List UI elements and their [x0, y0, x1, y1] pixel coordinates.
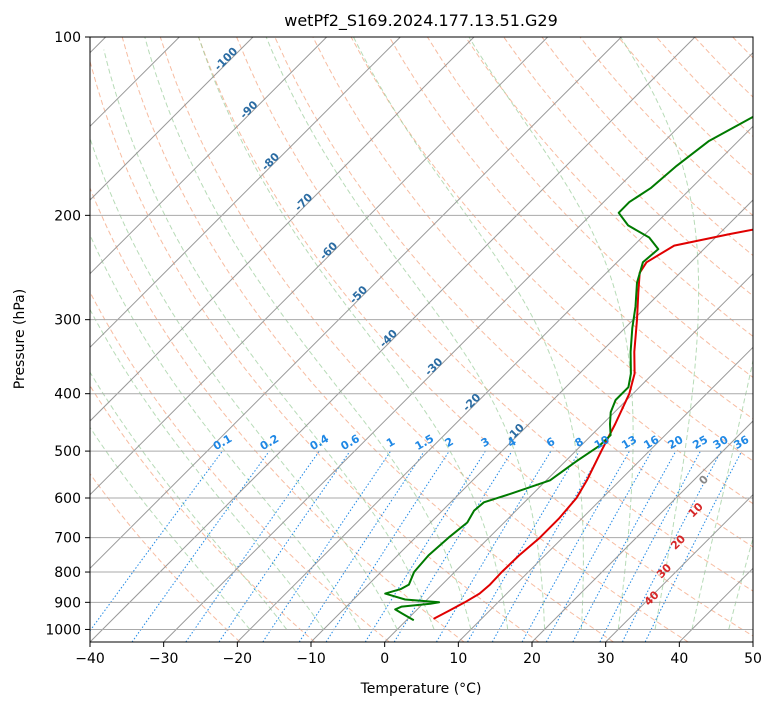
moist-adiabat-line [728, 536, 753, 630]
isotherm-line [236, 125, 753, 642]
dry-adiabat-line [236, 37, 753, 592]
y-tick-label: 800 [54, 565, 81, 581]
x-tick-label: 20 [523, 651, 541, 667]
mixing-ratio-line [572, 450, 677, 642]
moist-adiabat-line [90, 426, 251, 630]
dry-adiabat-line [90, 291, 390, 642]
x-tick-label: −40 [75, 651, 105, 667]
dry-adiabat-line [159, 37, 689, 642]
x-tick-label: −30 [149, 651, 179, 667]
mixing-ratio-line [90, 450, 223, 632]
x-axis-label: Temperature (°C) [360, 681, 482, 697]
x-tick-label: −10 [296, 651, 326, 667]
moist-adiabat-line [353, 37, 584, 630]
x-tick-label: 10 [449, 651, 467, 667]
dry-adiabat-line [503, 37, 753, 297]
sounding-profiles [384, 115, 753, 622]
isotherm-line [605, 493, 753, 642]
isotherm-line [457, 346, 753, 642]
x-tick-label: 30 [597, 651, 615, 667]
mixing-ratio-line [218, 450, 351, 642]
dry-adiabat-line [350, 37, 753, 462]
chart-title: wetPf2_S169.2024.177.13.51.G29 [284, 11, 558, 31]
y-tick-label: 600 [54, 491, 81, 507]
y-tick-label: 500 [54, 444, 81, 460]
moist-adiabat-line [691, 358, 753, 630]
dry-adiabat-line [90, 59, 540, 642]
y-axis-label: Pressure (hPa) [12, 289, 28, 389]
moist-adiabat-line [620, 37, 700, 630]
mixing-ratio-line [185, 450, 320, 642]
dry-adiabat-line [121, 37, 614, 642]
isotherm-line [384, 272, 753, 642]
mixing-ratio-line [545, 450, 653, 642]
isotherm-line [90, 37, 254, 201]
plot-frame [89, 36, 754, 643]
mixing-ratio-line [621, 450, 722, 642]
isotherm-line [90, 37, 549, 496]
y-tick-label: 200 [54, 208, 81, 224]
x-tick-label: −20 [223, 651, 253, 667]
y-tick-label: 1000 [45, 622, 81, 638]
mixing-ratio-line [298, 450, 425, 642]
x-tick-label: 40 [670, 651, 688, 667]
mixing-ratio-line [644, 450, 743, 642]
isotherm-line [90, 37, 401, 349]
y-tick-label: 400 [54, 387, 81, 403]
dewpoint-line [384, 115, 753, 622]
isotherm-line [90, 37, 475, 422]
isotherm-line [90, 37, 328, 275]
isotherm-line [531, 420, 753, 642]
isotherm-line [310, 199, 753, 642]
isotherm-line [163, 51, 753, 642]
dry-adiabat-line [426, 37, 753, 378]
y-tick-label: 100 [54, 30, 81, 46]
x-tick-label: 0 [380, 651, 389, 667]
moist-adiabat-line [265, 37, 546, 630]
isotherm-line [90, 37, 696, 642]
moist-adiabat-line [198, 37, 509, 630]
axes: −40 −30 −20 −10 0 10 20 30 40 50 100 200 300 400 500 60… [45, 30, 762, 667]
mixing-ratio-line [599, 450, 701, 642]
dry-adiabat-line [198, 37, 753, 637]
background-lines [90, 37, 753, 642]
temperature-line [433, 228, 753, 620]
moist-adiabat-line [90, 233, 361, 630]
x-tick-label: 50 [744, 651, 762, 667]
mixing-ratio-line [364, 450, 486, 642]
y-tick-label: 700 [54, 531, 81, 547]
dry-adiabat-line [90, 384, 316, 642]
isotherm-line [90, 37, 622, 570]
moist-adiabat-line [468, 37, 634, 630]
moist-adiabat-line [90, 371, 288, 630]
dry-adiabat-line [274, 37, 753, 548]
moist-adiabat-line [90, 308, 324, 630]
mixing-ratio-line [262, 450, 392, 642]
y-tick-label: 900 [54, 595, 81, 611]
dry-adiabat-line [90, 472, 241, 642]
mixing-ratio-line [435, 450, 552, 642]
mixing-ratio-line [521, 450, 630, 642]
mixing-ratio-line [393, 450, 513, 642]
mixing-ratio-line [131, 450, 270, 642]
moist-adiabat-line [103, 49, 435, 630]
mixing-ratio-line [325, 450, 450, 642]
y-tick-label: 300 [54, 313, 81, 329]
